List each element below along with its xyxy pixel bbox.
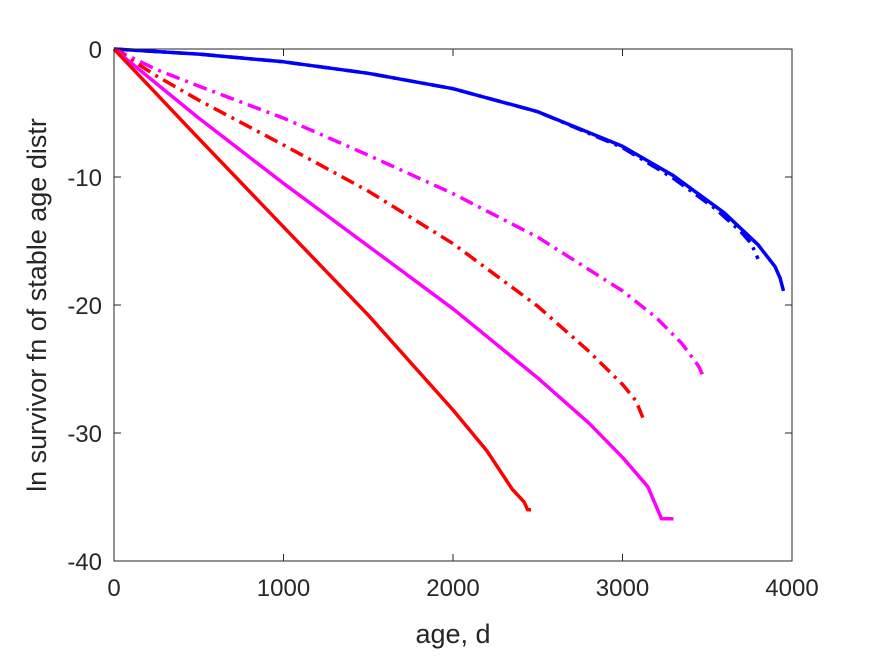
y-tick-label: 0 (89, 37, 102, 64)
plot-area (114, 49, 792, 561)
y-tick-label: -20 (67, 293, 102, 320)
x-tick-label: 1000 (257, 575, 310, 602)
y-tick-label: -30 (67, 421, 102, 448)
y-tick-label: -10 (67, 165, 102, 192)
x-tick-label: 3000 (596, 575, 649, 602)
y-tick-label: -40 (67, 549, 102, 576)
y-axis-label: ln survivor fn of stable age distr (22, 118, 52, 492)
x-tick-label: 0 (107, 575, 120, 602)
x-tick-label: 4000 (765, 575, 818, 602)
x-axis-label: age, d (415, 619, 490, 649)
x-tick-label: 2000 (426, 575, 479, 602)
